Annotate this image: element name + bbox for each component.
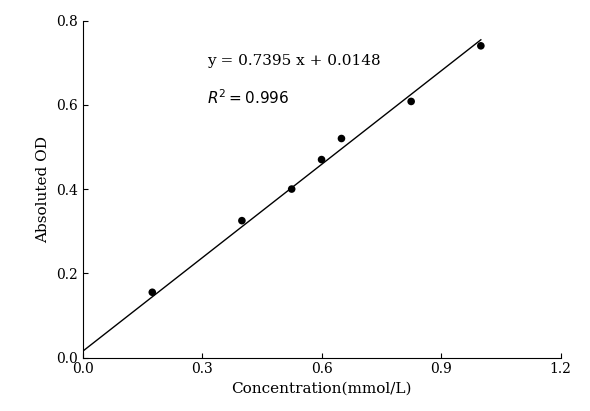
Point [148,289,157,296]
Point [287,186,296,192]
Point [476,43,486,49]
Y-axis label: Absoluted OD: Absoluted OD [37,136,50,242]
X-axis label: Concentration(mmol/L): Concentration(mmol/L) [231,382,412,396]
Text: $R^2 = 0.996$: $R^2 = 0.996$ [207,88,289,106]
Point [407,98,416,105]
Point [337,135,346,142]
Text: y = 0.7395 x + 0.0148: y = 0.7395 x + 0.0148 [207,54,381,68]
Point [237,217,247,224]
Point [317,156,326,163]
